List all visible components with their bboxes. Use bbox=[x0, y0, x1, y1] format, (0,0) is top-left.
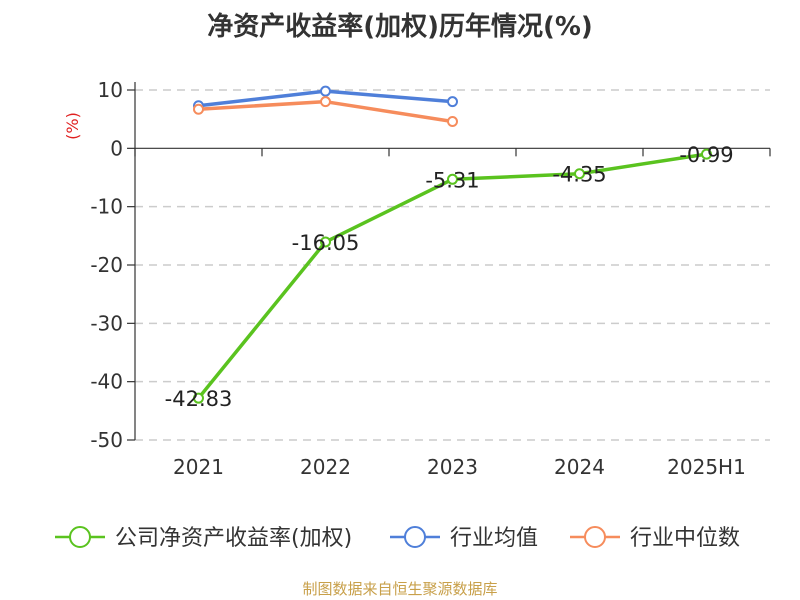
data-labels: -42.83 -16.05 -5.31 -4.35 -0.99 bbox=[165, 143, 734, 411]
data-label: -5.31 bbox=[425, 168, 479, 192]
data-point bbox=[320, 96, 331, 108]
data-point bbox=[701, 148, 712, 160]
legend-swatch-marker bbox=[584, 526, 606, 548]
data-point bbox=[447, 116, 458, 127]
series-lines bbox=[193, 85, 712, 404]
x-tick-label: 2024 bbox=[554, 455, 605, 479]
legend-label: 公司净资产收益率(加权) bbox=[115, 526, 352, 551]
y-tick-label: -40 bbox=[90, 370, 123, 394]
y-tick-label: -50 bbox=[90, 428, 123, 452]
legend-label: 行业中位数 bbox=[630, 526, 740, 551]
data-point bbox=[193, 103, 204, 115]
data-point bbox=[574, 168, 585, 180]
y-tick-label: 10 bbox=[98, 78, 123, 102]
legend-label: 行业均值 bbox=[450, 526, 538, 551]
y-tick-label: -30 bbox=[90, 311, 123, 335]
data-point bbox=[447, 173, 458, 185]
grid-lines bbox=[135, 89, 770, 441]
y-axis-label: (%) bbox=[63, 112, 82, 140]
y-tick-label: -20 bbox=[90, 253, 123, 277]
y-tick-label: 0 bbox=[110, 136, 123, 160]
data-label: -42.83 bbox=[165, 387, 233, 411]
data-point bbox=[447, 96, 458, 108]
x-tick-label: 2023 bbox=[427, 455, 478, 479]
axes: 10 0 -10 -20 -30 -40 -50 2021 2022 2023 2024 2025H1… bbox=[63, 78, 771, 479]
legend-swatch-marker bbox=[404, 526, 426, 548]
data-label: -0.99 bbox=[679, 143, 733, 167]
y-tick-label: -10 bbox=[90, 195, 123, 219]
x-tick-label: 2022 bbox=[300, 455, 351, 479]
data-point bbox=[320, 236, 331, 248]
x-tick-label: 2021 bbox=[173, 455, 224, 479]
data-label: -16.05 bbox=[292, 231, 360, 255]
data-point bbox=[320, 85, 331, 97]
data-label: -4.35 bbox=[552, 163, 606, 187]
data-point bbox=[193, 392, 204, 404]
legend: 公司净资产收益率(加权) 行业均值 行业中位数 bbox=[55, 526, 740, 551]
x-tick-label: 2025H1 bbox=[667, 455, 746, 479]
source-note: 制图数据来自恒生聚源数据库 bbox=[302, 580, 498, 598]
legend-swatch-marker bbox=[69, 526, 91, 548]
chart-title: 净资产收益率(加权)历年情况(%) bbox=[207, 12, 593, 42]
